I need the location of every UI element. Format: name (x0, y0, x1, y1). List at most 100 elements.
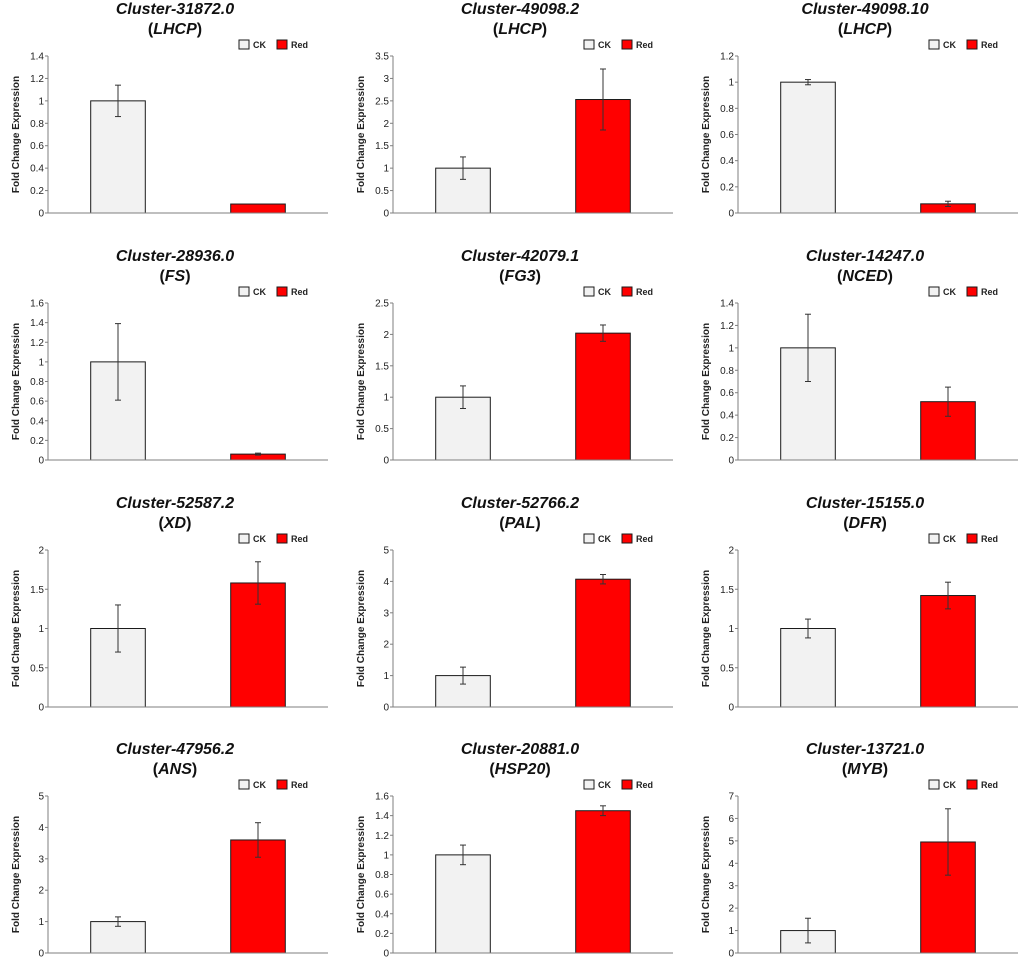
error-bar (805, 917, 811, 944)
y-tick-label: 2 (38, 546, 44, 557)
error-bar (945, 581, 951, 610)
y-tick-label: 0 (728, 456, 734, 467)
y-tick-label: 1 (38, 96, 44, 107)
gene-name: FG3 (504, 268, 536, 285)
y-tick-label: 1 (383, 850, 389, 861)
legend-swatch-ck (238, 779, 250, 790)
legend-label-ck: CK (598, 287, 611, 297)
legend-label-ck: CK (943, 40, 956, 50)
y-tick-label: 0.5 (375, 186, 389, 197)
error-bar (805, 313, 811, 382)
y-axis-label: Fold Change Expression (356, 816, 367, 933)
bar-chart: CK Red Fold Change Expression 0 0.2 0.4 0.6 0.8… (11, 286, 328, 467)
bar-red (920, 595, 976, 708)
chart-title: Cluster-52766.2 (PAL) (355, 494, 685, 534)
y-tick-label: 2 (728, 546, 734, 557)
y-tick-label: 0 (728, 703, 734, 714)
legend-label-ck: CK (253, 534, 266, 544)
legend-label-red: Red (981, 287, 998, 297)
y-tick-label: 0.6 (30, 397, 44, 408)
error-bar (460, 666, 466, 685)
chart-title: Cluster-15155.0 (DFR) (700, 494, 1024, 534)
legend-swatch-ck (238, 533, 250, 544)
legend-label-red: Red (981, 40, 998, 50)
bar-red (575, 810, 631, 954)
y-tick-label: 5 (38, 792, 44, 803)
legend-label-red: Red (291, 534, 308, 544)
legend-label-red: Red (981, 780, 998, 790)
legend-swatch-red (966, 39, 978, 50)
chart-title: Cluster-20881.0 (HSP20) (355, 740, 685, 780)
cluster-name: Cluster-49098.10 (801, 1, 929, 18)
legend-label-ck: CK (943, 534, 956, 544)
legend-label-red: Red (636, 534, 653, 544)
error-bar (945, 808, 951, 876)
gene-name: FS (164, 268, 186, 285)
legend-label-red: Red (291, 40, 308, 50)
bar-red (575, 578, 631, 708)
y-tick-label: 1.6 (30, 299, 44, 310)
legend-swatch-red (276, 39, 288, 50)
y-tick-label: 0.6 (30, 141, 44, 152)
y-tick-label: 0.2 (720, 182, 734, 193)
y-tick-label: 1.4 (30, 52, 44, 63)
error-bar (115, 604, 121, 653)
y-tick-label: 0 (383, 456, 389, 467)
bar-chart: CK Red Fold Change Expression 0 0.5 1 1.5 2 2.5 (356, 286, 673, 467)
bar-red (230, 203, 286, 214)
y-tick-label: 2.5 (375, 96, 389, 107)
chart-title: Cluster-52587.2 (XD) (10, 494, 340, 534)
chart-panel: Cluster-47956.2 (ANS) CK Red Fold Change Exp… (10, 740, 340, 980)
legend-swatch-ck (928, 286, 940, 297)
y-tick-label: 1.6 (375, 792, 389, 803)
y-tick-label: 4 (728, 859, 734, 870)
chart-panel: Cluster-15155.0 (DFR) CK Red Fold Change Exp… (700, 494, 1024, 734)
legend-label-ck: CK (598, 40, 611, 50)
y-tick-label: 0.8 (720, 104, 734, 115)
gene-label-line: (MYB) (841, 761, 889, 778)
bar-ck (435, 854, 491, 954)
chart-title: Cluster-49098.2 (LHCP) (355, 0, 685, 40)
gene-label-line: (LHCP) (147, 21, 203, 38)
legend-swatch-ck (583, 779, 595, 790)
bar-chart: CK Red Fold Change Expression 0 1 2 3 4 5 (356, 533, 673, 714)
bar-chart: CK Red Fold Change Expression 0 0.2 0.4 0.6 0.8… (356, 779, 673, 960)
legend-swatch-ck (583, 286, 595, 297)
legend: CK Red (238, 533, 308, 544)
y-tick-label: 0.6 (375, 890, 389, 901)
y-tick-label: 3 (383, 74, 389, 85)
gene-name: XD (163, 515, 187, 532)
error-bar (255, 822, 261, 858)
chart-panel: Cluster-42079.1 (FG3) CK Red Fold Change Exp… (355, 247, 685, 487)
bar-chart: CK Red Fold Change Expression 0 0.5 1 1.5 2 2.5 3… (356, 39, 673, 220)
error-bar (115, 84, 121, 118)
chart-panel: Cluster-52587.2 (XD) CK Red Fold Change Expr… (10, 494, 340, 734)
cluster-name: Cluster-49098.2 (460, 1, 580, 18)
legend-swatch-red (276, 779, 288, 790)
bar-chart: CK Red Fold Change Expression 0 0.5 1 1.5 2 (11, 533, 328, 714)
y-tick-label: 1.4 (375, 811, 389, 822)
gene-label-line: (DFR) (843, 515, 887, 532)
y-tick-label: 0.4 (30, 164, 44, 175)
y-tick-label: 0 (383, 703, 389, 714)
error-bar (945, 386, 951, 417)
legend-swatch-red (966, 286, 978, 297)
chart-panel: Cluster-52766.2 (PAL) CK Red Fold Change Exp… (355, 494, 685, 734)
bar-chart: CK Red Fold Change Expression 0 0.2 0.4 0.6 0.8… (11, 39, 328, 220)
gene-name: LHCP (843, 21, 887, 38)
chart-panel: Cluster-31872.0 (LHCP) CK Red Fold Change Ex… (10, 0, 340, 240)
legend-label-red: Red (291, 780, 308, 790)
gene-name: NCED (842, 268, 888, 285)
bar-chart: CK Red Fold Change Expression 0 1 2 3 4 5 6 7 (701, 779, 1018, 960)
chart-title: Cluster-49098.10 (LHCP) (700, 0, 1024, 40)
y-tick-label: 7 (728, 792, 734, 803)
error-bar (255, 561, 261, 605)
legend-swatch-ck (928, 39, 940, 50)
bar-chart: CK Red Fold Change Expression 0 0.5 1 1.5 2 (701, 533, 1018, 714)
y-tick-label: 1 (38, 624, 44, 635)
y-tick-label: 1.2 (30, 74, 44, 85)
y-tick-label: 5 (728, 836, 734, 847)
gene-label-line: (LHCP) (492, 21, 548, 38)
legend-label-ck: CK (598, 534, 611, 544)
legend-label-ck: CK (943, 287, 956, 297)
